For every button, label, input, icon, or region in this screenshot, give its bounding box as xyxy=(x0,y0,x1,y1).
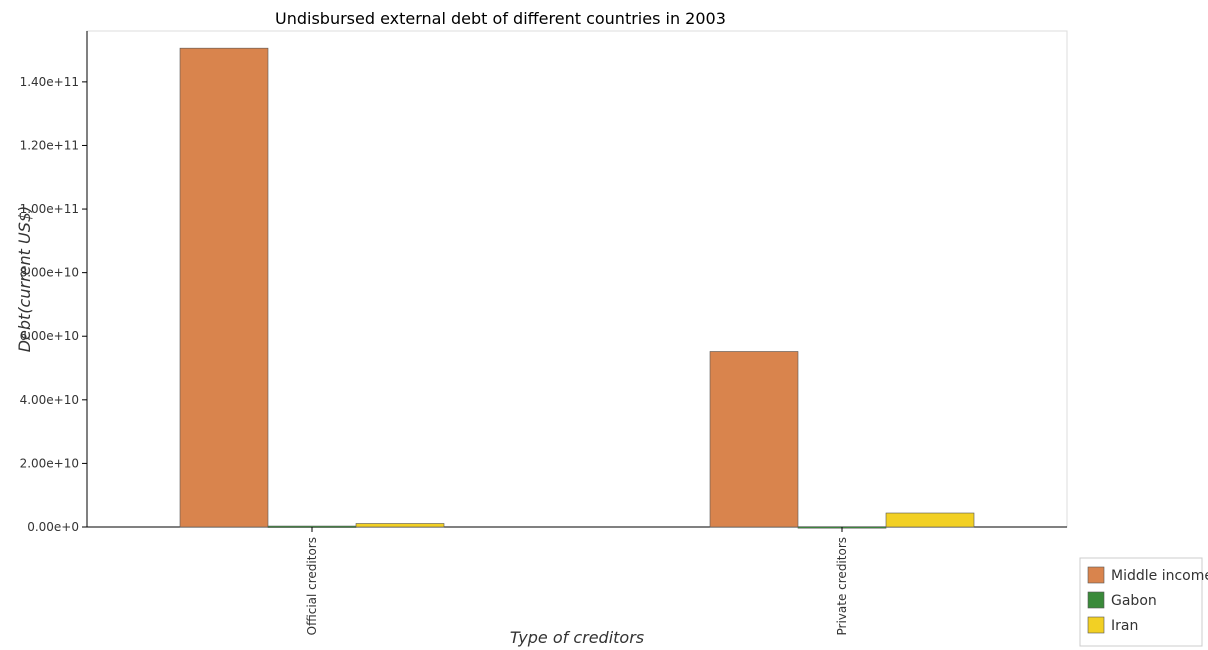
y-tick-label: 6.00e+10 xyxy=(20,329,79,343)
chart-title: Undisbursed external debt of different c… xyxy=(275,9,726,28)
y-tick-label: 0.00e+0 xyxy=(27,520,79,534)
legend-label: Middle income xyxy=(1111,568,1208,584)
legend-label: Iran xyxy=(1111,618,1138,634)
y-tick-label: 2.00e+10 xyxy=(20,456,79,470)
bar-iran xyxy=(355,523,445,528)
y-tick-label: 4.00e+10 xyxy=(20,393,79,407)
y-axis: 0.00e+0 2.00e+10 4.00e+10 6.00e+10 8.00e+10 1… xyxy=(20,75,87,534)
x-tick-label: Official creditors xyxy=(305,537,319,635)
legend-swatch xyxy=(1087,566,1105,584)
y-tick-label: 1.20e+11 xyxy=(20,138,79,152)
y-tick-label: 1.40e+11 xyxy=(20,75,79,89)
y-tick-label: 1.00e+11 xyxy=(20,202,79,216)
legend-swatch xyxy=(1087,616,1105,634)
x-axis-label: Type of creditors xyxy=(510,628,644,647)
legend-swatch xyxy=(1087,591,1105,609)
bar-iran xyxy=(885,512,975,528)
bar-middle-income xyxy=(179,47,269,528)
bar-middle-income xyxy=(709,351,799,528)
legend: Middle income Gabon Iran xyxy=(1079,557,1208,647)
y-tick-label: 8.00e+10 xyxy=(20,266,79,280)
x-axis: Official creditors Private creditors xyxy=(305,527,849,635)
legend-label: Gabon xyxy=(1111,593,1157,609)
y-axis-label: Debt(current US$) xyxy=(15,206,34,353)
x-tick-label: Private creditors xyxy=(835,537,849,635)
bars xyxy=(179,47,975,529)
